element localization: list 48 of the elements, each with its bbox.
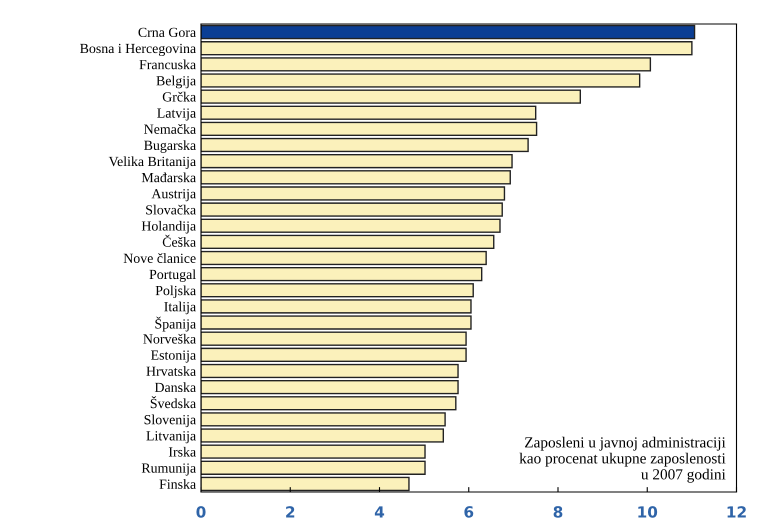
y-tick-label: Nove članice bbox=[124, 253, 196, 263]
y-tick-label: Poljska bbox=[156, 285, 196, 298]
x-tick-label: 10 bbox=[638, 506, 658, 518]
y-tick-label: Crna Gora bbox=[138, 28, 196, 38]
y-tick-label: Portugal bbox=[149, 269, 196, 282]
y-tick-label: Norveška bbox=[143, 334, 196, 344]
y-tick-label: Bugarska bbox=[144, 140, 196, 153]
y-tick-label: Estonija bbox=[151, 350, 196, 363]
y-tick-label: Irska bbox=[168, 446, 196, 457]
y-tick-label: Nemačka bbox=[144, 124, 196, 134]
y-tick-label: Grčka bbox=[162, 92, 196, 102]
y-tick-label: Bosna i Hercegovina bbox=[80, 44, 196, 56]
x-tick-label: 4 bbox=[374, 506, 384, 518]
y-tick-label: Belgija bbox=[156, 76, 196, 88]
y-tick-label: Holandija bbox=[142, 220, 196, 234]
y-tick-label: Češka bbox=[162, 234, 196, 247]
y-tick-label: Mađarska bbox=[142, 172, 196, 182]
y-tick-label: Slovačka bbox=[146, 204, 196, 215]
bar bbox=[201, 364, 459, 378]
bar bbox=[201, 24, 696, 40]
y-tick-label: Danska bbox=[154, 382, 196, 392]
bar bbox=[201, 476, 410, 492]
y-tick-label: Italija bbox=[164, 302, 196, 314]
y-tick-label: Velika Britanija bbox=[108, 156, 196, 169]
annotation: Zaposleni u javnoj administraciji kao procenat ukupne zaposlenosti u 2007 godini bbox=[519, 436, 726, 483]
bar bbox=[201, 250, 487, 266]
bar bbox=[201, 73, 640, 88]
bar bbox=[201, 299, 472, 314]
y-tick-label: Švedska bbox=[150, 396, 196, 408]
y-tick-label: Hrvatska bbox=[146, 366, 196, 376]
y-tick-label: Slovenija bbox=[144, 414, 196, 428]
y-tick-label: Litvanija bbox=[146, 431, 196, 444]
bar bbox=[201, 428, 444, 443]
y-tick-label: Latvija bbox=[157, 108, 196, 121]
x-tick-label: 12 bbox=[728, 506, 746, 518]
y-tick-label: Francuska bbox=[139, 60, 196, 70]
bar bbox=[201, 315, 472, 330]
y-tick-label: Finska bbox=[159, 479, 196, 489]
y-tick-label: Rumunija bbox=[142, 463, 196, 476]
bar bbox=[201, 138, 529, 152]
x-tick-label: 6 bbox=[464, 506, 474, 518]
x-tick-label: 0 bbox=[196, 506, 206, 518]
y-tick-label: Španija bbox=[155, 316, 196, 332]
bar bbox=[201, 202, 503, 217]
bar bbox=[201, 186, 506, 201]
y-tick-label: Austrija bbox=[152, 189, 196, 202]
x-tick-label: 8 bbox=[554, 506, 562, 518]
x-tick-label: 2 bbox=[286, 506, 294, 518]
